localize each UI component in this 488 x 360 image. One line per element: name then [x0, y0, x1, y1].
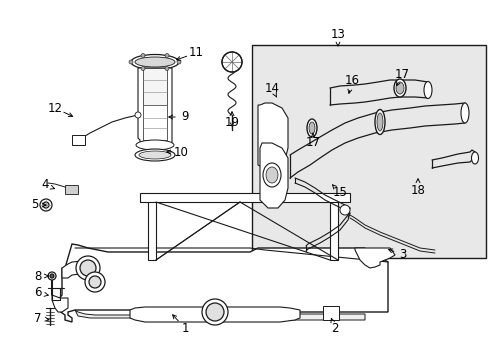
Polygon shape — [140, 193, 349, 202]
Polygon shape — [52, 278, 68, 312]
Text: 2: 2 — [330, 321, 338, 334]
Circle shape — [164, 67, 169, 71]
Text: 15: 15 — [332, 186, 347, 199]
Circle shape — [43, 202, 49, 208]
Circle shape — [50, 274, 54, 278]
Circle shape — [202, 299, 227, 325]
Polygon shape — [58, 244, 387, 322]
Polygon shape — [142, 105, 167, 140]
Polygon shape — [65, 185, 78, 194]
Text: 3: 3 — [399, 248, 406, 261]
Circle shape — [129, 60, 133, 64]
Ellipse shape — [374, 109, 384, 135]
Ellipse shape — [460, 103, 468, 123]
Circle shape — [40, 199, 52, 211]
Text: 8: 8 — [34, 270, 41, 283]
Polygon shape — [148, 195, 156, 260]
Circle shape — [205, 303, 224, 321]
Text: 12: 12 — [47, 102, 62, 114]
Circle shape — [135, 112, 141, 118]
Bar — [323, 306, 338, 320]
Circle shape — [85, 272, 105, 292]
Text: 16: 16 — [344, 75, 359, 87]
Ellipse shape — [265, 167, 278, 183]
Polygon shape — [258, 103, 287, 170]
Ellipse shape — [139, 151, 171, 159]
Circle shape — [76, 256, 100, 280]
Circle shape — [48, 272, 56, 280]
Ellipse shape — [395, 82, 403, 94]
Polygon shape — [142, 68, 167, 105]
Ellipse shape — [306, 119, 316, 137]
Text: 1: 1 — [181, 321, 188, 334]
Circle shape — [164, 54, 169, 58]
Polygon shape — [130, 307, 299, 322]
Circle shape — [177, 60, 181, 64]
Text: 19: 19 — [224, 117, 239, 130]
Ellipse shape — [470, 152, 478, 164]
Text: 11: 11 — [188, 46, 203, 59]
Bar — [251, 45, 485, 258]
Text: 14: 14 — [264, 81, 279, 94]
Circle shape — [141, 67, 145, 71]
Text: 4: 4 — [41, 179, 49, 192]
Ellipse shape — [423, 81, 431, 99]
Ellipse shape — [135, 149, 175, 161]
Circle shape — [339, 205, 349, 215]
Circle shape — [80, 260, 96, 276]
Text: 10: 10 — [173, 145, 188, 158]
Text: 17: 17 — [305, 136, 320, 149]
Polygon shape — [75, 310, 364, 320]
Polygon shape — [72, 135, 85, 145]
Text: 6: 6 — [34, 287, 41, 300]
Ellipse shape — [376, 113, 382, 131]
Polygon shape — [329, 195, 337, 260]
Ellipse shape — [136, 140, 174, 150]
Polygon shape — [260, 143, 287, 208]
Polygon shape — [62, 260, 95, 278]
Ellipse shape — [135, 57, 175, 67]
Text: 9: 9 — [181, 111, 188, 123]
Circle shape — [222, 52, 242, 72]
Text: 5: 5 — [31, 198, 39, 211]
Ellipse shape — [263, 163, 281, 187]
Polygon shape — [138, 68, 172, 145]
Ellipse shape — [393, 79, 405, 97]
Ellipse shape — [131, 54, 179, 69]
Text: 13: 13 — [330, 28, 345, 41]
Circle shape — [141, 54, 145, 58]
Polygon shape — [354, 248, 394, 268]
Circle shape — [89, 276, 101, 288]
Text: 18: 18 — [410, 184, 425, 197]
Text: 17: 17 — [394, 68, 408, 81]
Text: 7: 7 — [34, 311, 41, 324]
Ellipse shape — [308, 122, 314, 134]
